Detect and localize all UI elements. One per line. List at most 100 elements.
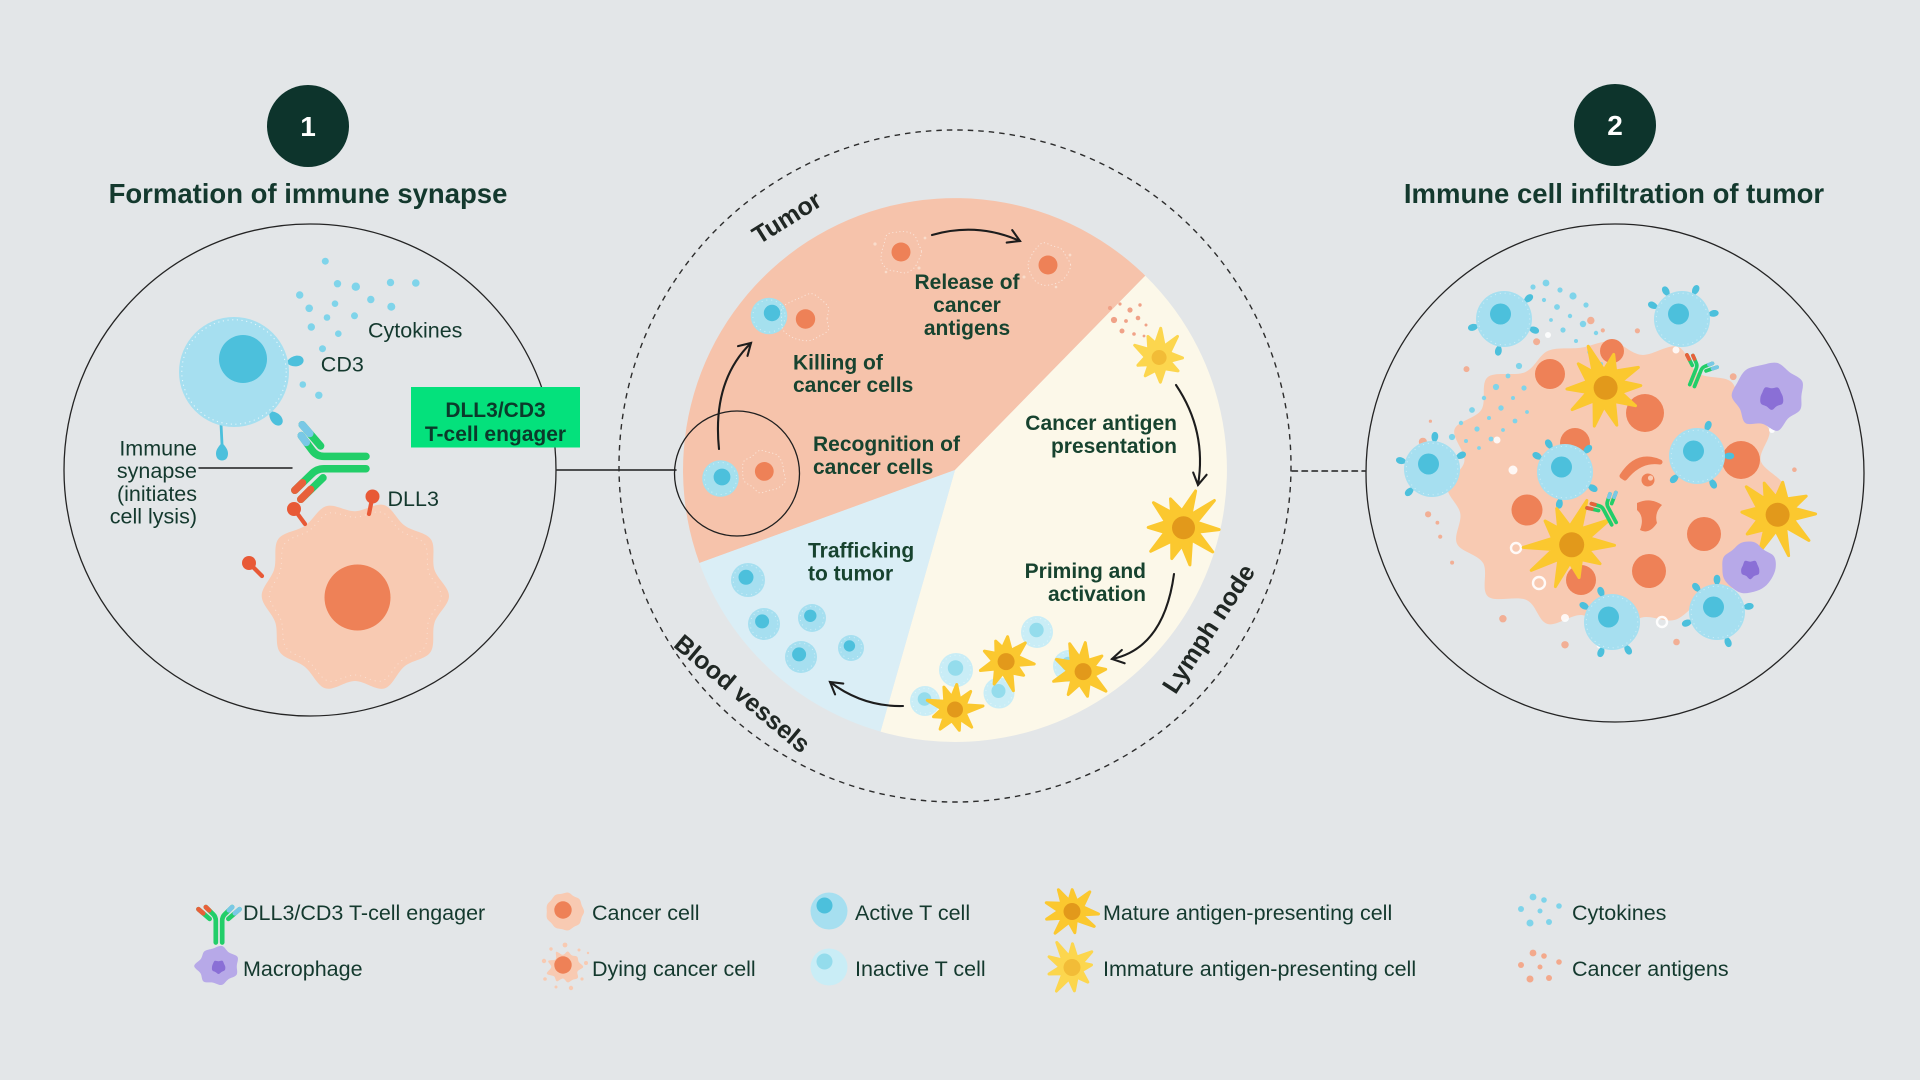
- shape: [1647, 301, 1659, 309]
- dot: [1464, 439, 1468, 443]
- shape: [1404, 487, 1414, 497]
- dot: [1583, 302, 1589, 308]
- dot: [755, 614, 770, 629]
- legend-label-cytokines: Cytokines: [1572, 901, 1666, 925]
- legend-label-dying-cancer-cell: Dying cancer cell: [592, 957, 756, 981]
- dot: [554, 985, 558, 989]
- dot: [543, 977, 547, 981]
- dot: [1512, 418, 1518, 424]
- dot: [1063, 959, 1081, 976]
- shape: [1723, 452, 1735, 460]
- presentation-label-line2: presentation: [1051, 435, 1177, 458]
- dot: [554, 956, 572, 974]
- dot: [307, 323, 315, 331]
- shape: [297, 431, 311, 447]
- dot: [1450, 560, 1455, 565]
- dot: [1142, 334, 1146, 338]
- cancer-antigen-dust: [1107, 302, 1148, 338]
- dot: [1521, 385, 1527, 391]
- dot: [319, 345, 326, 353]
- dot: [1549, 318, 1553, 322]
- dot: [386, 278, 395, 287]
- dot: [1022, 617, 1052, 647]
- dot: [1526, 919, 1534, 927]
- dot: [1561, 641, 1569, 649]
- dot: [1530, 284, 1536, 290]
- panel-1-title: Formation of immune synapse: [109, 178, 508, 209]
- cancer-antigen-presentation-group: Cancer antigen presentation: [1025, 302, 1221, 567]
- dot: [1511, 396, 1515, 400]
- dot: [947, 660, 964, 676]
- legend-item-engager: DLL3/CD3 T-cell engager: [198, 901, 485, 943]
- panel-1-circle: [63, 223, 557, 717]
- sector-lymph-node: [880, 275, 1227, 742]
- shape: [1760, 387, 1784, 410]
- cytokine-dots: [296, 257, 420, 399]
- dot: [323, 314, 331, 321]
- shape: [780, 293, 830, 342]
- dot: [947, 701, 963, 718]
- dot: [387, 302, 396, 311]
- release-label-line1: Release of: [914, 271, 1020, 294]
- macrophage: [1722, 541, 1776, 594]
- release-label-line2: cancer: [933, 294, 1001, 317]
- dot: [1670, 429, 1724, 483]
- shape: [1692, 582, 1701, 593]
- step-2-number: 2: [1607, 110, 1623, 141]
- dot: [786, 642, 816, 672]
- dot: [792, 647, 807, 662]
- tumor-cell-nucleus: [1626, 394, 1664, 432]
- dot: [1792, 467, 1797, 473]
- mature-antigen-presenting-cell: [1146, 489, 1221, 567]
- tumor-cell-nucleus: [1511, 494, 1543, 526]
- dot: [1538, 445, 1592, 499]
- synapse-note-line3: (initiates: [117, 482, 197, 506]
- dot: [839, 636, 863, 660]
- dot: [1172, 516, 1195, 540]
- antigen-specks: [1022, 253, 1072, 289]
- dot: [940, 654, 972, 686]
- shape: [1494, 344, 1502, 356]
- shape: [1669, 474, 1679, 484]
- dot: [799, 605, 825, 631]
- legend-item-dying-cancer-cell: Dying cancer cell: [541, 942, 756, 991]
- dot: [1537, 908, 1543, 914]
- presentation-label-line1: Cancer antigen: [1025, 412, 1177, 435]
- dot: [1546, 975, 1552, 981]
- dot: [365, 489, 380, 504]
- dot: [991, 684, 1006, 698]
- macrophage: [1731, 362, 1803, 431]
- trafficking-to-tumor-group: Trafficking to tumor: [731, 540, 914, 708]
- shape: [1661, 286, 1670, 297]
- engager-tag-line1: DLL3/CD3: [445, 399, 545, 422]
- shape: [1523, 294, 1534, 303]
- mature-apc-icon: [1044, 888, 1100, 935]
- trafficking-label-line2: to tumor: [808, 563, 893, 586]
- dying-fragment: [1637, 500, 1662, 532]
- dot: [1463, 366, 1470, 373]
- dll3-receptor: [365, 489, 380, 517]
- dot: [1556, 959, 1562, 965]
- dot: [305, 304, 314, 313]
- shape: [1704, 420, 1712, 432]
- dot: [1537, 964, 1543, 970]
- dot: [1498, 405, 1504, 411]
- inactive-t-cell: [983, 677, 1015, 709]
- dot: [1107, 305, 1113, 311]
- dot: [1703, 596, 1724, 618]
- dot: [351, 282, 360, 291]
- dot: [1668, 303, 1689, 325]
- active-t-cell: [1579, 586, 1640, 658]
- dot: [1074, 663, 1092, 681]
- inactive-t-cell: [939, 653, 973, 687]
- immature-apc-icon: [1047, 941, 1094, 993]
- legend-label-engager: DLL3/CD3 T-cell engager: [243, 901, 485, 925]
- dot: [549, 947, 553, 951]
- dot: [1655, 615, 1669, 629]
- killing-of-cancer-cells-group: Killing of cancer cells: [716, 293, 913, 451]
- shape: [297, 485, 315, 504]
- legend-item-inactive-t-cell: Inactive T cell: [810, 948, 986, 986]
- sector-blood-vessels: [699, 470, 955, 732]
